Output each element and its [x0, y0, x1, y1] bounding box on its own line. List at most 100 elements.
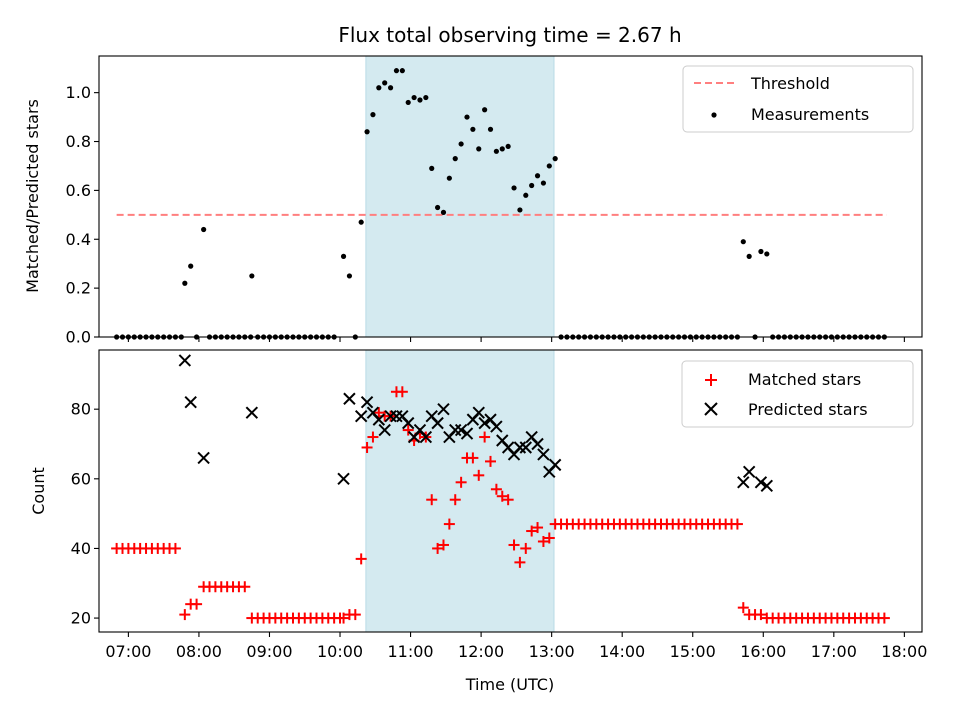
- y-tick-label: 0.6: [66, 181, 91, 200]
- legend-predicted-marker: [704, 402, 718, 416]
- measurement-point: [482, 107, 488, 113]
- measurement-point: [201, 226, 207, 233]
- matched-star-point: [361, 441, 373, 453]
- observing-window-span: [365, 349, 555, 633]
- y-tick-label: 20: [71, 609, 91, 628]
- bottom-y-axis-label: Count: [29, 467, 48, 515]
- measurement-point: [493, 148, 499, 154]
- measurement-point: [364, 129, 370, 135]
- legend-matched-label: Matched stars: [748, 370, 861, 389]
- predicted-star-point: [454, 423, 468, 437]
- predicted-star-point: [472, 406, 485, 419]
- measurement-point: [764, 251, 770, 257]
- measurement-point: [417, 97, 423, 103]
- measurement-point: [411, 94, 417, 101]
- measurement-point: [249, 273, 255, 279]
- x-tick-label: 18:00: [881, 642, 927, 661]
- measurement-point: [346, 273, 353, 279]
- measurement-point: [393, 68, 400, 74]
- measurement-point: [534, 173, 541, 179]
- predicted-star-point: [478, 416, 491, 430]
- measurement-point: [540, 180, 547, 186]
- matched-star-point: [349, 609, 361, 621]
- top-y-ticks: 0.0 0.2 0.4 0.6 0.8 1.0: [66, 83, 99, 347]
- matched-star-point: [443, 518, 455, 530]
- matched-star-point: [490, 483, 502, 495]
- y-tick-label: 0.4: [66, 230, 91, 249]
- legend-predicted-label: Predicted stars: [748, 400, 868, 419]
- matched-star-point: [543, 532, 555, 544]
- bottom-y-ticks: 20 40 60 80: [71, 400, 99, 628]
- top-y-axis-label: Matched/Predicted stars: [23, 99, 42, 293]
- measurement-point: [440, 209, 447, 215]
- measurement-point: [423, 94, 429, 101]
- x-tick-label: 15:00: [670, 642, 716, 661]
- matched-star-point: [373, 407, 385, 419]
- matched-star-point: [367, 431, 379, 443]
- measurement-point: [529, 182, 535, 189]
- measurement-point: [399, 68, 405, 74]
- matched-star-point: [485, 455, 497, 467]
- measurement-point: [476, 146, 482, 152]
- predicted-star-point: [390, 409, 403, 423]
- measurement-point: [452, 156, 458, 162]
- top-axes-frame: [98, 55, 923, 338]
- predicted-star-point: [460, 427, 474, 440]
- predicted-star-point: [437, 402, 450, 416]
- measurement-point: [746, 253, 752, 259]
- predicted-star-point: [402, 416, 415, 430]
- predicted-star-point: [513, 441, 527, 454]
- predicted-star-point: [754, 476, 768, 489]
- bottom-axes-frame: [98, 349, 923, 633]
- y-tick-label: 0.2: [66, 279, 91, 298]
- bottom-axes: 20 40 60 80 07:00 08:00 09:00 10:00 11:00 12:00 1…: [29, 349, 927, 694]
- matched-star-point: [169, 542, 181, 554]
- matched-star-point: [479, 431, 491, 443]
- predicted-star-point: [197, 451, 210, 465]
- x-axis-label: Time (UTC): [465, 675, 554, 694]
- predicted-star-point: [343, 392, 356, 405]
- measurement-point: [429, 165, 435, 171]
- predicted-star-point: [419, 430, 433, 444]
- bottom-x-ticks: 07:00 08:00 09:00 10:00 11:00 12:00 13:00 14:00…: [105, 632, 927, 661]
- measurement-point: [446, 175, 452, 181]
- y-tick-label: 80: [71, 400, 91, 419]
- predicted-star-point: [372, 413, 386, 426]
- measurement-point: [458, 141, 464, 147]
- matched-star-point: [514, 556, 526, 568]
- y-tick-label: 1.0: [66, 83, 91, 102]
- measurement-point: [376, 85, 382, 91]
- matched-star-point: [402, 424, 414, 436]
- measurement-point: [758, 248, 764, 255]
- y-tick-label: 60: [71, 469, 91, 488]
- matched-star-point: [537, 535, 549, 547]
- legend-measurements-marker: [711, 112, 717, 118]
- matched-star-point: [532, 522, 544, 534]
- x-tick-label: 17:00: [811, 642, 857, 661]
- predicted-star-point: [245, 406, 259, 419]
- predicted-star-point: [519, 441, 532, 454]
- predicted-star-point: [737, 476, 750, 489]
- measurement-point: [517, 207, 523, 213]
- bottom-plot-marks: [111, 354, 890, 624]
- legend-matched-marker: [705, 374, 717, 386]
- matched-star-point: [496, 490, 508, 502]
- measurement-point: [358, 219, 364, 225]
- predicted-star-point: [449, 423, 462, 437]
- matched-star-point: [437, 539, 449, 551]
- predicted-star-point: [431, 416, 444, 430]
- matched-star-point: [526, 525, 538, 537]
- matched-star-point: [338, 612, 350, 624]
- predicted-star-point: [360, 396, 374, 409]
- predicted-star-point: [760, 479, 774, 492]
- matched-star-point: [878, 612, 890, 624]
- predicted-star-point: [742, 465, 756, 479]
- predicted-star-point: [548, 458, 562, 472]
- matched-star-point: [455, 476, 467, 488]
- x-tick-label: 07:00: [105, 642, 151, 661]
- matched-star-point: [355, 553, 367, 565]
- matched-star-point: [191, 598, 203, 610]
- matched-star-point: [731, 518, 743, 530]
- top-axes: 0.0 0.2 0.4 0.6 0.8 1.0 Matched/Predicted sta…: [23, 55, 923, 347]
- measurement-point: [382, 80, 388, 86]
